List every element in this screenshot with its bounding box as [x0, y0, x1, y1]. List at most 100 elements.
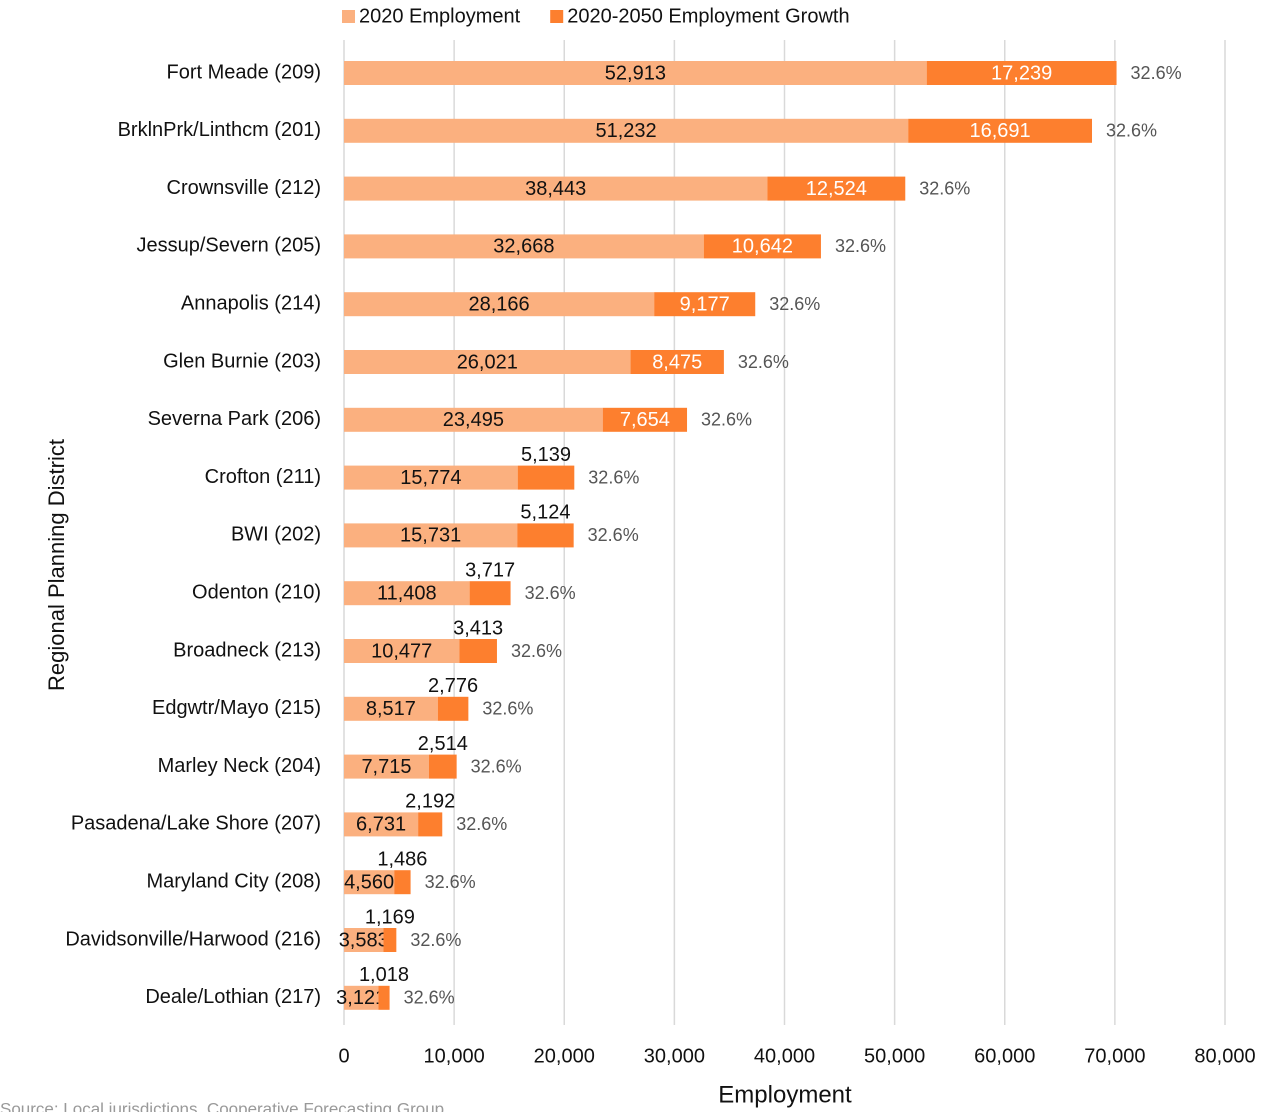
bar-segment [383, 928, 397, 952]
annotation: 32.6% [525, 583, 576, 603]
legend-swatch [342, 10, 355, 23]
y-tick-label: Deale/Lothian (217) [145, 986, 321, 1008]
value-label: 7,715 [361, 756, 411, 778]
bar-segment [908, 118, 1093, 143]
value-label: 10,642 [732, 236, 793, 258]
value-label: 3,121 [336, 987, 386, 1009]
x-tick-label: 0 [338, 1045, 349, 1067]
x-tick-label: 10,000 [424, 1045, 485, 1067]
y-tick-label: Crownsville (212) [167, 177, 322, 199]
value-label: 28,166 [469, 293, 530, 315]
y-tick-label: Crofton (211) [205, 466, 321, 488]
value-label: 1,486 [377, 848, 427, 870]
value-label: 2,514 [418, 733, 468, 755]
bar-segment [630, 350, 724, 374]
value-label: 3,413 [453, 617, 503, 639]
bar-segment [344, 292, 655, 317]
y-tick-label: Pasadena/Lake Shore (207) [71, 813, 321, 835]
value-label: 11,408 [377, 582, 437, 604]
y-tick-label: Odenton (210) [192, 581, 321, 603]
annotation: 32.6% [410, 930, 461, 950]
y-tick-label: Marley Neck (204) [158, 755, 321, 777]
bar-segment [344, 61, 927, 85]
value-label: 8,517 [366, 698, 416, 720]
annotation: 32.6% [588, 467, 639, 487]
value-label: 26,021 [457, 351, 518, 373]
value-label: 2,192 [405, 791, 455, 813]
y-tick-label: Fort Meade (209) [166, 61, 321, 83]
y-tick-label: Edgwtr/Mayo (215) [152, 697, 321, 719]
value-label: 9,177 [680, 293, 730, 315]
bar-segment [344, 234, 704, 259]
annotation: 32.6% [511, 641, 562, 661]
bar-segment [654, 292, 756, 317]
x-tick-label: 80,000 [1194, 1045, 1255, 1067]
bar-segment [428, 754, 457, 779]
y-tick-label: Jessup/Severn (205) [136, 235, 321, 257]
bar-segment [344, 407, 603, 432]
value-label: 23,495 [443, 409, 504, 431]
x-tick-label: 50,000 [864, 1045, 925, 1067]
bar-segment [926, 61, 1117, 85]
y-tick-label: BrklnPrk/Linthcm (201) [118, 119, 321, 141]
annotation: 32.6% [919, 178, 970, 198]
bar-segment [602, 407, 688, 432]
x-tick-label: 30,000 [644, 1045, 705, 1067]
value-label: 4,560 [344, 871, 394, 893]
bar-segment [344, 523, 518, 548]
x-tick-label: 60,000 [974, 1045, 1035, 1067]
annotation: 32.6% [471, 756, 522, 776]
bar-segment [344, 754, 429, 779]
bar-segment [344, 176, 768, 201]
value-label: 1,018 [359, 964, 409, 986]
bar-segment [344, 581, 470, 606]
value-label: 12,524 [806, 178, 867, 200]
y-axis-title: Regional Planning District [44, 439, 69, 691]
bar-segment [517, 523, 574, 548]
annotation: 32.6% [588, 525, 639, 545]
value-label: 1,169 [365, 906, 415, 928]
x-axis-title: Employment [718, 1081, 852, 1108]
value-label: 51,232 [596, 120, 657, 142]
bar-segment [517, 465, 575, 490]
value-label: 5,124 [520, 502, 570, 524]
value-label: 2,776 [428, 675, 478, 697]
bar-segment [344, 118, 909, 143]
bar-segment [344, 350, 631, 374]
value-label: 15,731 [400, 525, 461, 547]
bar-segment [459, 639, 497, 663]
annotation: 32.6% [404, 988, 455, 1008]
value-label: 6,731 [356, 814, 406, 836]
bar-segment [418, 812, 443, 837]
x-tick-label: 40,000 [754, 1045, 815, 1067]
annotation: 32.6% [425, 872, 476, 892]
value-label: 38,443 [525, 178, 586, 200]
value-label: 7,654 [620, 409, 670, 431]
bar-segment [344, 639, 460, 663]
value-label: 15,774 [400, 467, 461, 489]
value-label: 5,139 [521, 444, 571, 466]
bar-segment [344, 985, 379, 1010]
bar-segment [344, 870, 395, 895]
value-label: 32,668 [493, 236, 554, 258]
annotation: 32.6% [835, 236, 886, 256]
annotation: 32.6% [769, 294, 820, 314]
legend-label: 2020 Employment [359, 5, 521, 27]
bar-segment [344, 465, 518, 490]
bar-segment [703, 234, 821, 259]
bar-segment [344, 812, 419, 837]
y-tick-label: Davidsonville/Harwood (216) [65, 928, 321, 950]
y-tick-label: Broadneck (213) [173, 639, 321, 661]
annotation: 32.6% [1131, 63, 1182, 83]
y-tick-label: Annapolis (214) [181, 292, 321, 314]
value-label: 17,239 [991, 62, 1052, 84]
value-label: 3,717 [465, 559, 515, 581]
value-label: 8,475 [652, 351, 702, 373]
bar-segment [394, 870, 411, 895]
value-label: 16,691 [970, 120, 1031, 142]
bar-segment [437, 696, 469, 721]
x-tick-label: 70,000 [1084, 1045, 1145, 1067]
annotation: 32.6% [701, 410, 752, 430]
value-label: 10,477 [371, 640, 432, 662]
